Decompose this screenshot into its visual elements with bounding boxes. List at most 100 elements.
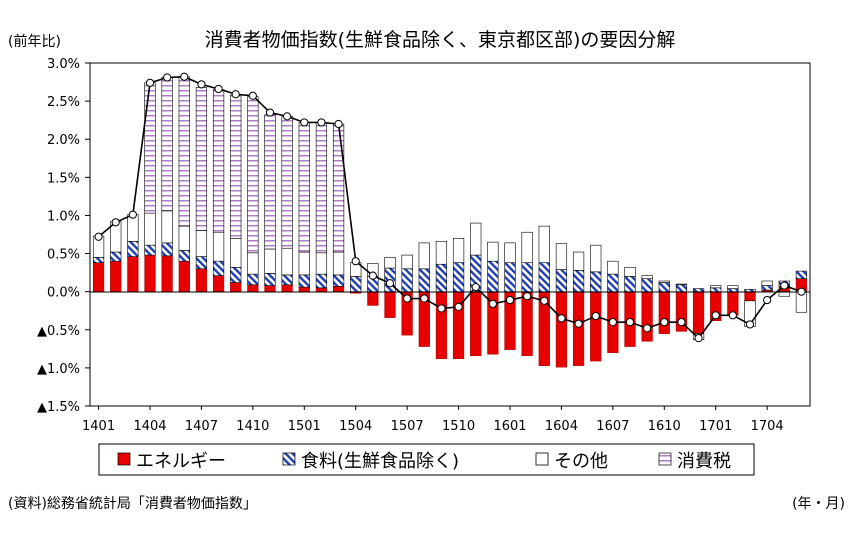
bar-energy: [298, 286, 310, 292]
bar-other: [538, 225, 550, 264]
bar-other: [418, 242, 430, 270]
x-tick-label: 1604: [545, 419, 578, 434]
bar-other: [452, 238, 465, 264]
total-line: [94, 72, 806, 343]
bar-energy: [367, 291, 379, 306]
bar-food: [590, 271, 602, 292]
plot-area: [89, 62, 811, 407]
bar-food: [92, 257, 105, 264]
bar-food: [795, 270, 808, 280]
bars-group: [92, 76, 808, 368]
x-tick-label: 1607: [596, 419, 629, 434]
x-tick-label: 1704: [751, 419, 784, 434]
bar-other: [658, 280, 670, 283]
x-tick-label: 1504: [339, 419, 372, 434]
y-tick-label: ▲1.5%: [37, 400, 80, 415]
y-tick-label: 2.0%: [47, 133, 80, 148]
bar-other: [607, 260, 619, 275]
bar-other: [144, 212, 156, 246]
total-line-point: [763, 295, 772, 305]
y-tick-label: 1.5%: [47, 171, 80, 186]
x-tick-label: 1507: [391, 419, 424, 434]
y-tick-label: 3.0%: [47, 57, 80, 72]
bar-food: [624, 276, 636, 292]
bar-energy: [315, 287, 328, 292]
legend-box: [98, 443, 755, 476]
total-line-point: [780, 281, 789, 290]
bar-other: [675, 283, 688, 286]
total-line-point: [111, 218, 120, 227]
bar-energy: [744, 291, 756, 302]
total-line-point: [523, 292, 532, 301]
total-line-point: [145, 78, 155, 87]
bar-food: [761, 285, 773, 291]
bar-other: [624, 266, 636, 277]
total-line-point: [471, 282, 480, 292]
bar-other: [247, 252, 259, 275]
bar-other: [504, 242, 516, 264]
total-line-point: [745, 320, 755, 329]
bar-other: [641, 275, 653, 280]
y-tick-label: 0.5%: [47, 248, 80, 263]
bar-other: [710, 285, 722, 289]
bar-tax: [195, 87, 208, 231]
total-line-point: [711, 311, 720, 320]
bar-energy: [195, 268, 208, 292]
chart-title: 消費者物価指数(生鮮食品除く、東京都区部)の要因分解: [205, 29, 676, 51]
source-note: (資料)総務省統計局「消費者物価指数」: [8, 496, 257, 512]
total-line-point: [265, 108, 275, 117]
bar-tax: [298, 122, 310, 253]
bar-other: [298, 251, 310, 276]
y-axis: 3.0% 2.5% 2.0% 1.5% 1.0% 0.5% 0.0% ▲0.5% ▲1.0% ▲1…: [37, 57, 90, 415]
bar-other: [230, 238, 242, 268]
legend-label-energy: エネルギー: [136, 451, 226, 472]
total-line-point: [163, 73, 172, 82]
bar-other: [195, 230, 208, 257]
total-line-point: [574, 319, 583, 328]
bar-food: [315, 273, 328, 289]
bar-food: [144, 244, 156, 256]
total-line-point: [317, 118, 326, 127]
bar-other: [332, 251, 345, 276]
bar-energy: [247, 284, 259, 292]
y-tick-label: 0.0%: [47, 286, 80, 301]
total-line-point: [385, 279, 395, 288]
legend-swatch-other: [535, 452, 549, 466]
x-tick-label: 1410: [236, 419, 269, 434]
total-line-point: [540, 296, 549, 305]
bar-energy: [332, 286, 345, 292]
bar-energy: [127, 256, 139, 292]
bar-energy: [470, 291, 482, 356]
total-line-point: [660, 318, 669, 327]
total-line-point: [797, 287, 806, 296]
bar-energy: [658, 291, 670, 334]
x-tick-label: 1601: [493, 419, 526, 434]
bar-other: [470, 222, 482, 256]
bar-food: [487, 260, 499, 292]
bar-food: [658, 282, 670, 292]
bar-other: [761, 280, 773, 286]
bar-other: [487, 241, 499, 262]
bar-energy: [161, 255, 173, 292]
total-line-point: [677, 318, 686, 327]
bar-other: [161, 210, 173, 244]
total-line-point: [180, 72, 189, 81]
bar-other: [281, 247, 293, 276]
legend-label-tax: 消費税: [677, 451, 731, 472]
y-tick-label: 1.0%: [47, 209, 80, 224]
y-tick-label: ▲0.5%: [37, 324, 80, 339]
legend-swatch-energy: [117, 452, 131, 466]
total-line-point: [231, 90, 240, 99]
bar-energy: [281, 284, 293, 292]
bar-food: [641, 278, 653, 292]
bar-other: [727, 285, 739, 289]
total-line-point: [625, 318, 635, 327]
bar-food: [538, 262, 550, 292]
bar-energy: [230, 282, 242, 292]
bar-energy: [384, 291, 396, 318]
total-line-point: [403, 294, 412, 303]
total-line-point: [608, 318, 617, 327]
x-tick-label: 1701: [699, 419, 732, 434]
legend-swatch-tax: [658, 452, 672, 466]
bar-energy: [212, 275, 225, 292]
